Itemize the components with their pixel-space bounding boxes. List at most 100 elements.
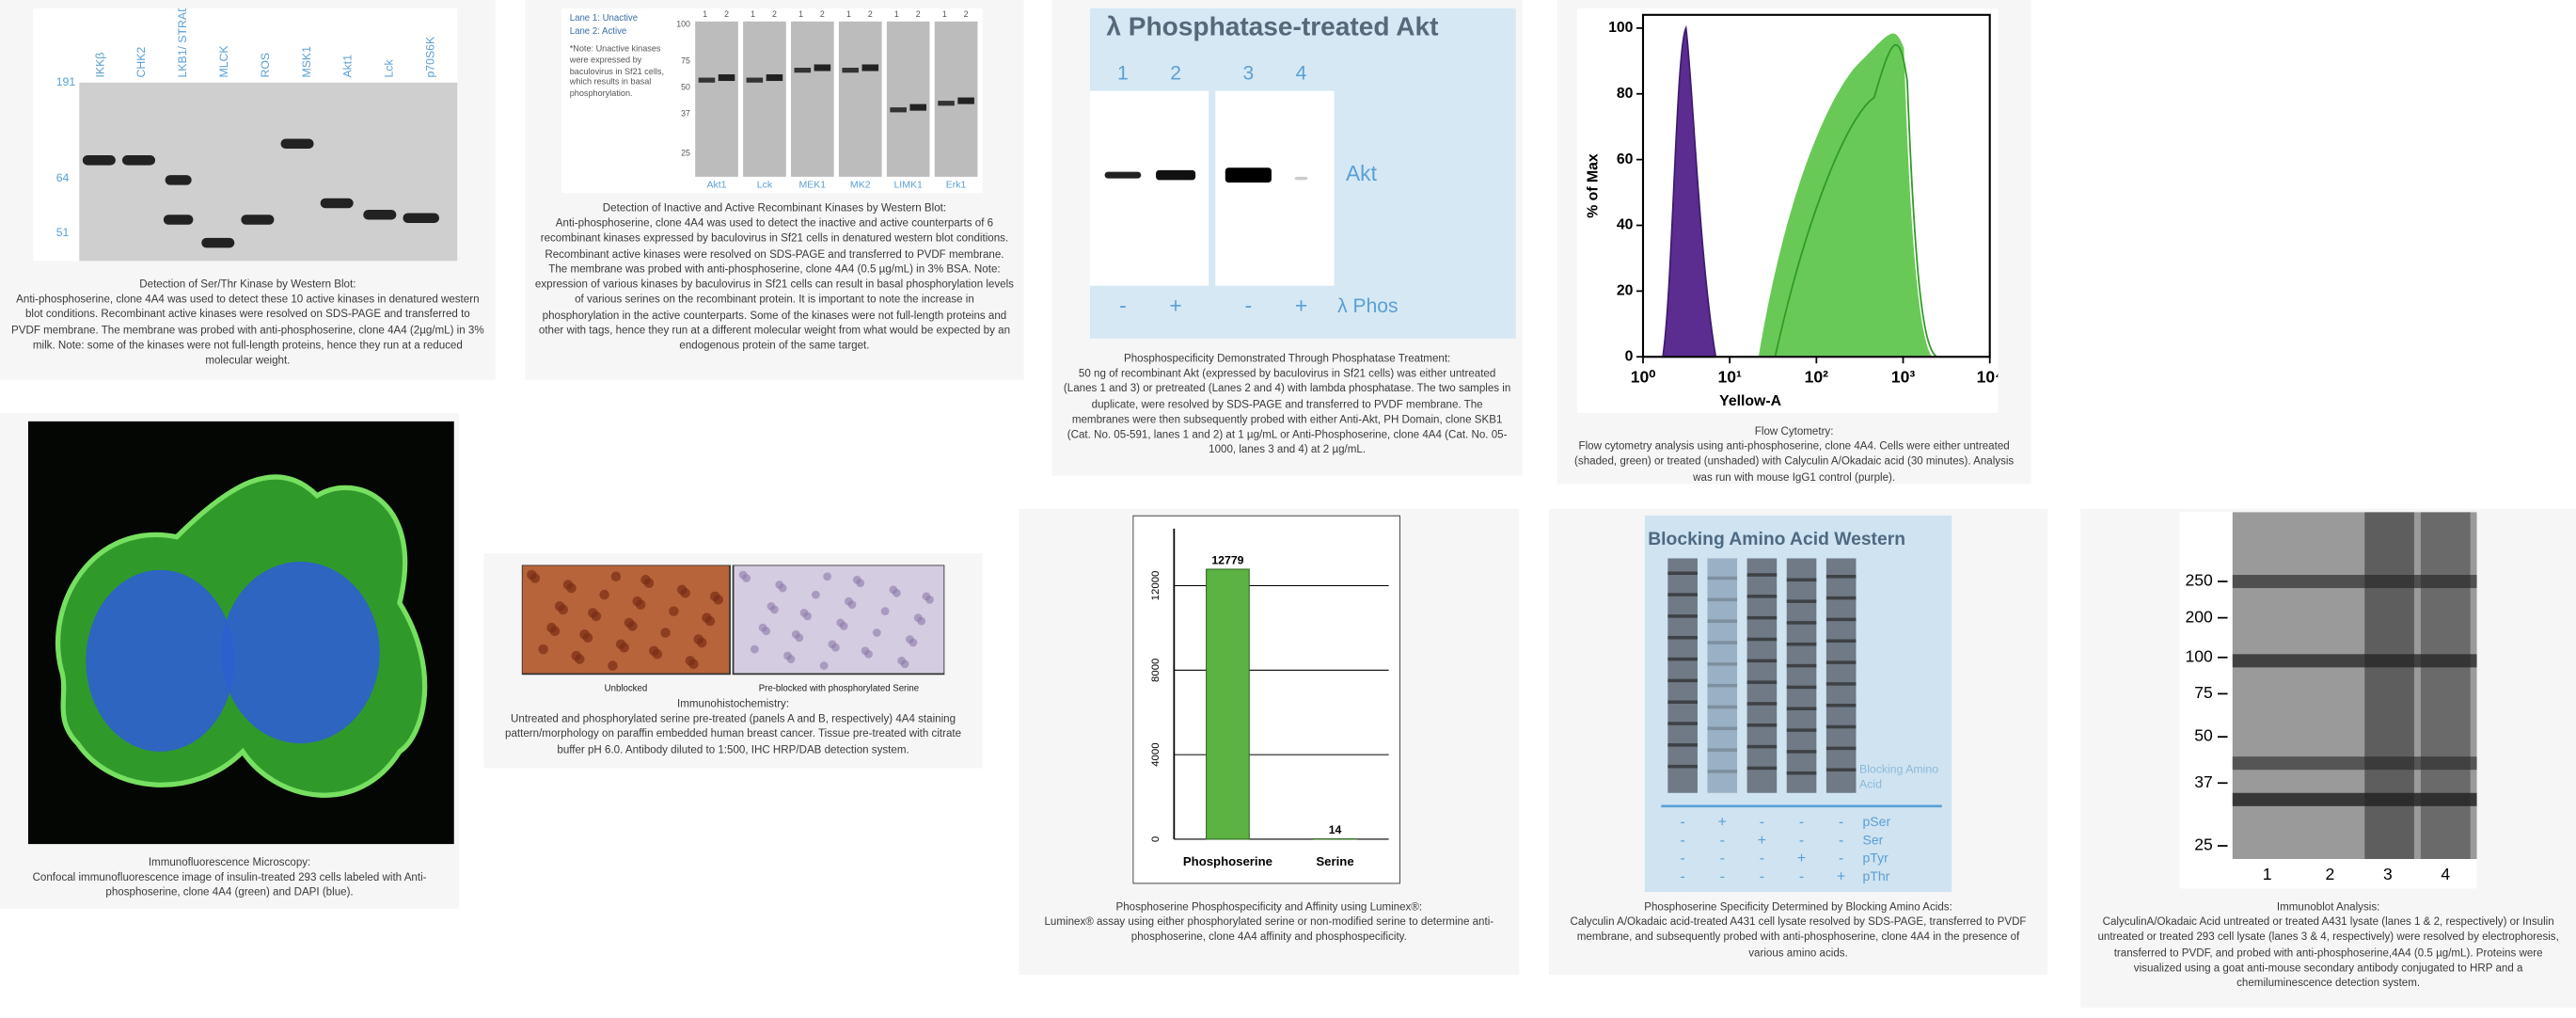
band: [794, 67, 812, 73]
caption-title: Detection of Ser/Thr Kinase by Western B…: [139, 278, 356, 292]
band: [1667, 571, 1698, 576]
marker-label: 37: [2194, 772, 2213, 791]
marker-label: 191: [56, 75, 76, 88]
tissue-cell: [831, 643, 840, 652]
band: [746, 77, 764, 83]
marker-label: 250: [2185, 571, 2213, 590]
band: [1825, 682, 1857, 686]
band: [1825, 768, 1857, 771]
band: [766, 74, 783, 82]
category-label: Phosphoserine: [1183, 854, 1272, 868]
caption-title: Immunohistochemistry:: [677, 698, 790, 710]
tissue-cell: [750, 644, 759, 654]
tissue-cell: [900, 660, 909, 669]
tissue-cell: [558, 604, 568, 615]
tissue-cell: [762, 627, 771, 636]
tissue-cell: [566, 582, 577, 594]
sign: -: [1799, 833, 1804, 849]
tissue-cell: [575, 654, 585, 664]
caption-text: Anti-phosphoserine, clone 4A4 was used t…: [534, 218, 1014, 352]
sign: -: [1720, 833, 1725, 849]
lane-strip: [743, 21, 786, 177]
tissue-cell: [704, 615, 716, 627]
caption-text: Anti-phosphoserine, clone 4A4 was used t…: [11, 294, 484, 367]
lane-number: 1: [703, 9, 707, 19]
treatment-sign: +: [1169, 294, 1181, 318]
band: [1746, 744, 1778, 749]
band: [1707, 619, 1738, 623]
caption: Detection of Ser/Thr Kinase by Western B…: [0, 278, 496, 369]
y-tick-label: 8000: [1150, 659, 1162, 682]
value-label: 14: [1329, 823, 1342, 836]
x-tick-label: 10¹: [1717, 368, 1742, 387]
figure-image: Lane 1: Unactive Lane 2: Active *Note: Una…: [561, 8, 983, 194]
band: [1786, 642, 1817, 646]
figure-panel: Blocking Amino Acid Western Blocking Amin…: [1548, 508, 2048, 975]
sign: -: [1799, 815, 1804, 831]
caption: Flow Cytometry: Flow cytometry analysis u…: [1557, 424, 2031, 485]
caption: Phosphospecificity Demonstrated Through …: [1051, 352, 1522, 458]
band: [718, 74, 735, 82]
band: [403, 213, 440, 224]
band-label: Akt: [1346, 161, 1378, 185]
membrane: [79, 82, 458, 262]
row-label: pThr: [1863, 868, 1890, 883]
lane-strip: [1667, 558, 1698, 793]
treatment-sign: -: [1119, 294, 1127, 318]
chart-background: [1132, 515, 1400, 884]
band: [1707, 748, 1738, 752]
y-tick-label: 4000: [1150, 742, 1162, 766]
caption-text: 50 ng of recombinant Akt (expressed by b…: [1063, 368, 1511, 457]
band: [121, 155, 156, 166]
figure-title: Blocking Amino Acid Western: [1648, 530, 1905, 549]
tissue-cell: [688, 659, 699, 670]
tissue-cell: [643, 578, 655, 589]
tissue-cell: [599, 589, 609, 600]
tissue-cell: [856, 579, 865, 588]
figure-panel: λ Phosphatase-treated Akt 1 2 3 4 Akt - + - + λ Ph…: [1051, 0, 1523, 476]
figure-panel: Unblocked Pre-blocked with phosphorylated…: [483, 553, 983, 769]
lane-label: ROS: [259, 53, 272, 78]
category-label: Serine: [1316, 854, 1353, 868]
band: [241, 215, 275, 225]
band: [1825, 617, 1857, 622]
band: [2232, 575, 2477, 589]
marker-label: 100: [2185, 646, 2213, 665]
lane-label: MSK1: [300, 46, 313, 78]
figure-panel: Immunofluorescence Microscopy: Confocal i…: [0, 412, 460, 909]
band: [1225, 167, 1272, 183]
tissue-cell: [892, 588, 901, 597]
tissue-cell: [839, 622, 848, 630]
band: [1667, 657, 1698, 661]
sign: -: [1720, 851, 1725, 867]
kinase-label: MEK1: [799, 179, 827, 190]
sign: -: [1839, 851, 1843, 867]
sign: -: [1680, 833, 1684, 849]
caption: Phosphoserine Specificity Determined by …: [1549, 900, 2047, 962]
y-tick-label: 12000: [1150, 571, 1162, 601]
band: [698, 77, 716, 83]
nucleus: [221, 561, 380, 744]
band: [1667, 678, 1698, 683]
marker-label: 75: [681, 56, 690, 65]
band: [1786, 663, 1817, 668]
caption-text: Confocal immunofluorescence image of ins…: [32, 872, 427, 899]
band: [1707, 770, 1738, 773]
band: [1667, 764, 1698, 769]
kinase-label: Lck: [757, 179, 773, 190]
sign: +: [1718, 815, 1727, 831]
tissue-cell: [811, 590, 820, 599]
tissue-cell: [696, 637, 707, 648]
lane-label: p70S6K: [424, 36, 437, 78]
band: [890, 107, 907, 113]
y-tick-label: 60: [1617, 151, 1634, 167]
band: [1746, 659, 1778, 663]
x-tick-label: 10⁰: [1631, 368, 1656, 387]
lane-label: Akt1: [341, 55, 355, 78]
tissue-cell: [770, 605, 779, 614]
band: [2232, 654, 2477, 668]
band: [1707, 726, 1738, 731]
y-tick-label: 0: [1150, 836, 1162, 842]
sign: -: [1839, 833, 1843, 849]
